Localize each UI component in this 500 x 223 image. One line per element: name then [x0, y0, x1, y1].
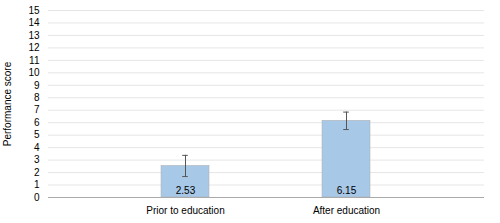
svg-text:13: 13	[28, 30, 40, 41]
svg-text:1: 1	[34, 179, 40, 190]
svg-text:Prior to education: Prior to education	[146, 205, 224, 216]
svg-text:After education: After education	[313, 205, 380, 216]
svg-text:0: 0	[34, 192, 40, 203]
svg-text:9: 9	[34, 80, 40, 91]
svg-text:10: 10	[28, 67, 40, 78]
svg-text:8: 8	[34, 92, 40, 103]
svg-text:2.53: 2.53	[176, 185, 196, 196]
svg-text:6: 6	[34, 117, 40, 128]
svg-text:11: 11	[29, 55, 40, 66]
svg-text:12: 12	[28, 42, 40, 53]
svg-text:15: 15	[28, 5, 40, 16]
svg-text:14: 14	[28, 17, 40, 28]
svg-text:4: 4	[34, 142, 40, 153]
svg-text:7: 7	[34, 104, 40, 115]
svg-text:6.15: 6.15	[337, 185, 357, 196]
svg-text:Performance score: Performance score	[2, 61, 13, 146]
svg-text:3: 3	[34, 154, 40, 165]
svg-text:5: 5	[34, 129, 40, 140]
svg-text:2: 2	[34, 167, 40, 178]
